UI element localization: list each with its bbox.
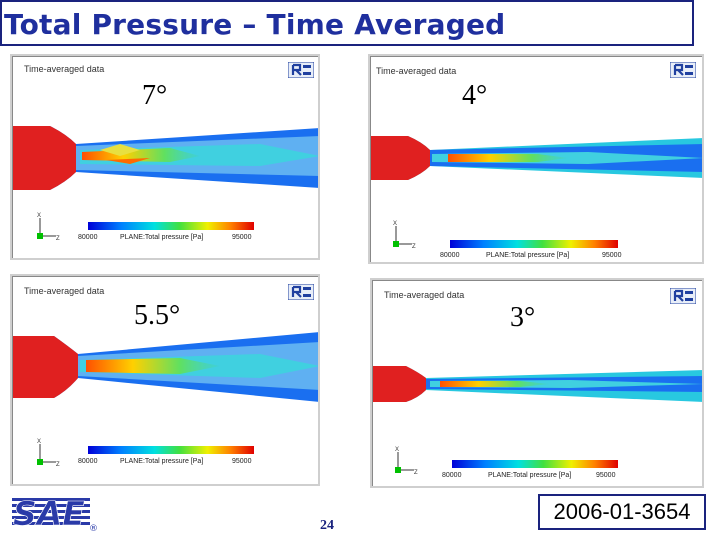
sae-logo: SAE ® xyxy=(12,494,98,532)
axis-x-label: X xyxy=(393,221,397,227)
angle-label: 4° xyxy=(462,80,488,111)
axis-triad-icon: X Z xyxy=(393,221,416,250)
title-frame: Total Pressure – Time Averaged xyxy=(0,0,694,46)
pressure-contour xyxy=(370,366,704,402)
colorbar-min: 80000 xyxy=(442,472,462,479)
colorbar-min: 80000 xyxy=(78,234,98,241)
axis-x-label: X xyxy=(37,213,41,219)
axis-x-label: X xyxy=(37,439,41,445)
axis-triad-icon: X Z xyxy=(37,213,60,242)
colorbar xyxy=(88,222,254,230)
pressure-contour xyxy=(10,332,320,402)
colorbar-label: PLANE:Total pressure [Pa] xyxy=(486,252,570,259)
angle-label: 7° xyxy=(142,80,168,111)
axis-z-label: Z xyxy=(56,236,60,242)
colorbar-label: PLANE:Total pressure [Pa] xyxy=(120,458,204,465)
angle-label: 5.5° xyxy=(134,300,181,331)
colorbar-label: PLANE:Total pressure [Pa] xyxy=(488,472,572,479)
colorbar xyxy=(450,240,618,248)
axis-z-label: Z xyxy=(412,244,416,250)
axis-z-label: Z xyxy=(56,462,60,468)
software-logo-icon xyxy=(670,62,696,78)
axis-x-label: X xyxy=(395,447,399,453)
colorbar-max: 95000 xyxy=(232,234,252,241)
plot-panel-7deg: Time-averaged data 7° X Z 80000 PLANE:To… xyxy=(10,54,320,260)
axis-z-label: Z xyxy=(414,470,418,476)
plot-panel-3deg: Time-averaged data 3° X Z 80000 PLANE:To… xyxy=(370,278,704,488)
software-logo-icon xyxy=(288,62,314,78)
paper-id-box: 2006-01-3654 xyxy=(538,494,706,530)
plot-panel-4deg: Time-averaged data 4° X Z 80000 PLANE:To… xyxy=(368,54,704,264)
axis-triad-icon: X Z xyxy=(395,447,418,476)
panel-title: Time-averaged data xyxy=(384,290,465,300)
plot-panel-5-5deg: Time-averaged data 5.5° X Z 80000 PLANE:… xyxy=(10,274,320,486)
colorbar-max: 95000 xyxy=(596,472,616,479)
colorbar-min: 80000 xyxy=(78,458,98,465)
software-logo-icon xyxy=(670,288,696,304)
panel-title: Time-averaged data xyxy=(24,286,105,296)
page-number: 24 xyxy=(320,518,334,533)
colorbar-label: PLANE:Total pressure [Pa] xyxy=(120,234,204,241)
colorbar xyxy=(452,460,618,468)
colorbar-max: 95000 xyxy=(602,252,622,259)
pressure-contour xyxy=(368,136,704,180)
registered-mark: ® xyxy=(89,524,98,532)
slide-title: Total Pressure – Time Averaged xyxy=(4,8,506,41)
panel-title: Time-averaged data xyxy=(376,66,457,76)
colorbar-min: 80000 xyxy=(440,252,460,259)
panel-title: Time-averaged data xyxy=(24,64,105,74)
axis-triad-icon: X Z xyxy=(37,439,60,468)
sae-logo-text: SAE xyxy=(13,494,85,532)
pressure-contour xyxy=(10,126,320,190)
software-logo-icon xyxy=(288,284,314,300)
angle-label: 3° xyxy=(510,302,536,333)
colorbar-max: 95000 xyxy=(232,458,252,465)
colorbar xyxy=(88,446,254,454)
